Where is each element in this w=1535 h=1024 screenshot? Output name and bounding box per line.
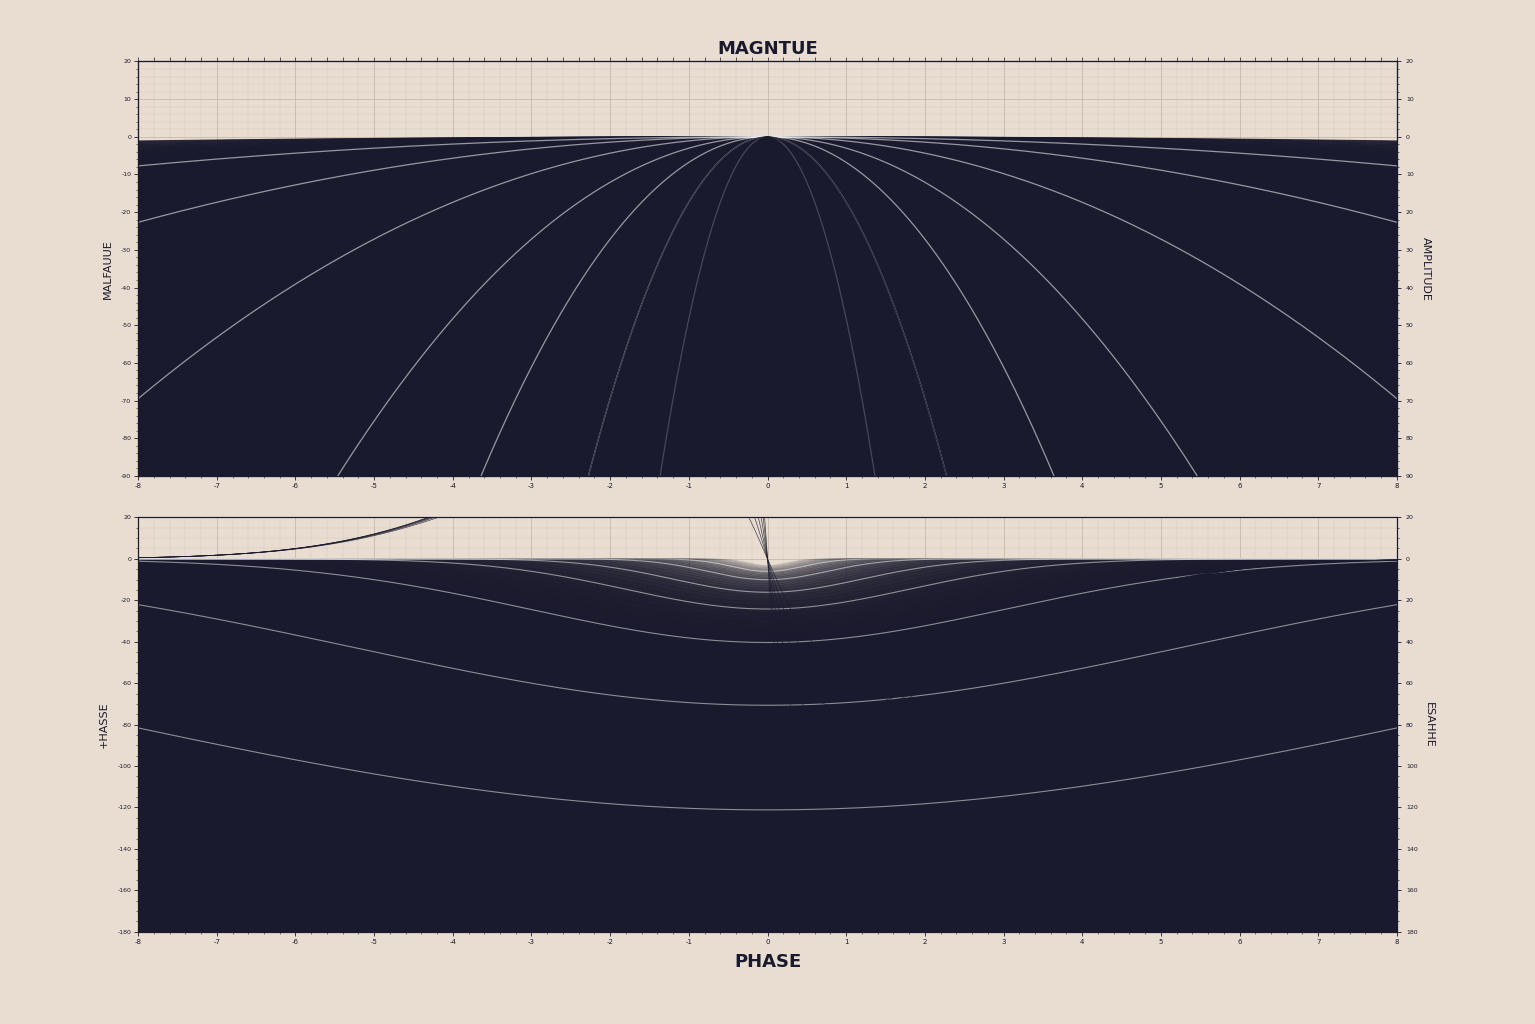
Y-axis label: +HASSE: +HASSE <box>98 701 109 748</box>
Y-axis label: ESAHHE: ESAHHE <box>1424 701 1434 748</box>
Y-axis label: AMPLITUDE: AMPLITUDE <box>1420 237 1431 301</box>
Title: MAGNTUE: MAGNTUE <box>717 41 818 58</box>
Y-axis label: MALFAUUE: MALFAUUE <box>103 239 112 299</box>
X-axis label: PHASE: PHASE <box>734 953 801 971</box>
